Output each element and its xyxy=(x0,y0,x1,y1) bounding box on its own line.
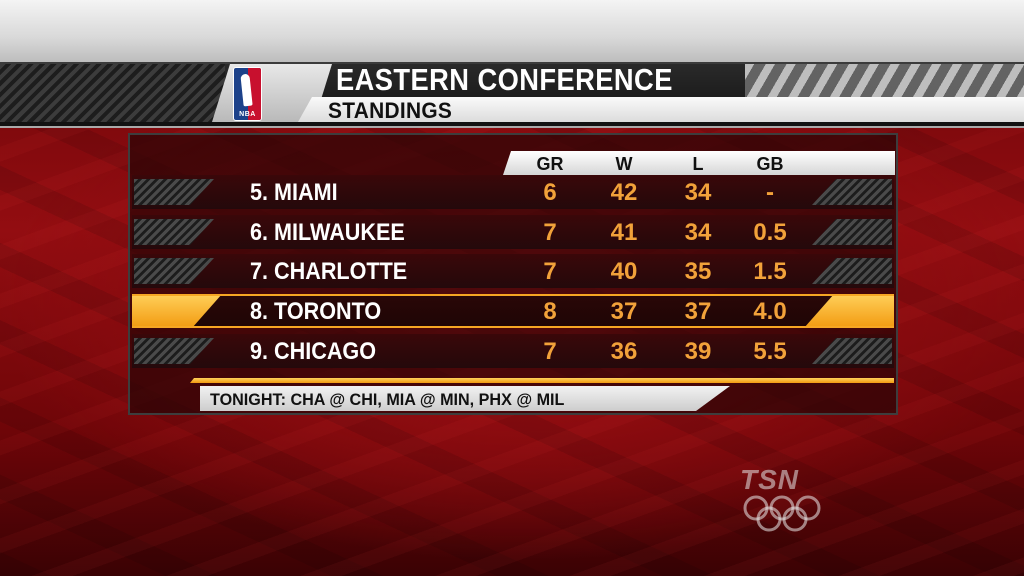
column-header-w: W xyxy=(615,154,633,174)
team-label: CHICAGO xyxy=(274,338,377,365)
stat-gr: 6 xyxy=(543,179,557,206)
team-name: 5. MIAMI xyxy=(250,175,338,209)
footer-accent-bar xyxy=(190,378,894,383)
column-header-l: L xyxy=(692,154,704,174)
stat-gb: 1.5 xyxy=(753,258,787,285)
footer-plate xyxy=(200,386,730,411)
stat-gb: 4.0 xyxy=(753,298,787,325)
stat-gb: 5.5 xyxy=(753,338,787,365)
stat-l: 39 xyxy=(684,338,712,365)
team-name: 6. MILWAUKEE xyxy=(250,215,405,249)
row-stripes-right xyxy=(812,179,892,205)
row-stripes-left xyxy=(134,338,214,364)
team-rank: 7. xyxy=(250,258,269,285)
team-name: 8. TORONTO xyxy=(250,294,381,328)
row-stripes-left xyxy=(134,179,214,205)
page-subtitle: STANDINGS xyxy=(328,98,453,123)
stat-gr: 7 xyxy=(543,219,557,246)
tsn-watermark: TSN xyxy=(738,464,828,534)
banner-stripes-left xyxy=(0,64,225,122)
row-stripes-right xyxy=(812,258,892,284)
team-name: 9. CHICAGO xyxy=(250,334,376,368)
top-light-strip xyxy=(0,0,1024,62)
stat-w: 40 xyxy=(610,258,638,285)
table-row: 5. MIAMI 6 42 34 - xyxy=(132,175,894,209)
stat-l: 34 xyxy=(684,219,712,246)
stat-gr: 7 xyxy=(543,258,557,285)
team-label: CHARLOTTE xyxy=(274,258,408,285)
column-header-gb: GB xyxy=(756,154,784,174)
stat-gb: - xyxy=(766,179,774,206)
stat-w: 41 xyxy=(610,219,638,246)
stat-gb: 0.5 xyxy=(753,219,787,246)
table-row: 7. CHARLOTTE 7 40 35 1.5 xyxy=(132,254,894,288)
team-rank: 5. xyxy=(250,179,269,206)
stat-l: 34 xyxy=(684,179,712,206)
row-stripes-left xyxy=(134,258,214,284)
column-header-bar xyxy=(503,151,895,175)
stat-w: 36 xyxy=(610,338,638,365)
highlight-border xyxy=(132,294,894,328)
team-rank: 8. xyxy=(250,298,269,325)
row-stripes-right xyxy=(812,219,892,245)
table-row-highlighted: 8. TORONTO 8 37 37 4.0 xyxy=(132,294,894,328)
nba-logo-text: NBA xyxy=(239,111,256,118)
team-rank: 6. xyxy=(250,219,269,246)
table-row: 9. CHICAGO 7 36 39 5.5 xyxy=(132,334,894,368)
nba-logo-icon: NBA xyxy=(233,67,262,121)
row-stripes-left xyxy=(134,219,214,245)
row-stripes-right xyxy=(812,338,892,364)
stat-l: 37 xyxy=(684,298,712,325)
tonight-schedule: TONIGHT: CHA @ CHI, MIA @ MIN, PHX @ MIL xyxy=(210,390,565,409)
stat-gr: 8 xyxy=(543,298,557,325)
olympic-rings-icon xyxy=(743,495,821,532)
team-label: MILWAUKEE xyxy=(274,219,405,246)
stat-gr: 7 xyxy=(543,338,557,365)
stat-w: 42 xyxy=(610,179,638,206)
stat-l: 35 xyxy=(684,258,712,285)
column-header-gr: GR xyxy=(536,154,564,174)
page-title: EASTERN CONFERENCE xyxy=(336,62,673,97)
table-row: 6. MILWAUKEE 7 41 34 0.5 xyxy=(132,215,894,249)
subtitle-plate xyxy=(298,97,1024,122)
stat-w: 37 xyxy=(610,298,638,325)
team-label: MIAMI xyxy=(274,179,338,206)
team-label: TORONTO xyxy=(274,298,382,325)
tsn-logo-text: TSN xyxy=(740,464,799,495)
team-name: 7. CHARLOTTE xyxy=(250,254,407,288)
team-rank: 9. xyxy=(250,338,269,365)
